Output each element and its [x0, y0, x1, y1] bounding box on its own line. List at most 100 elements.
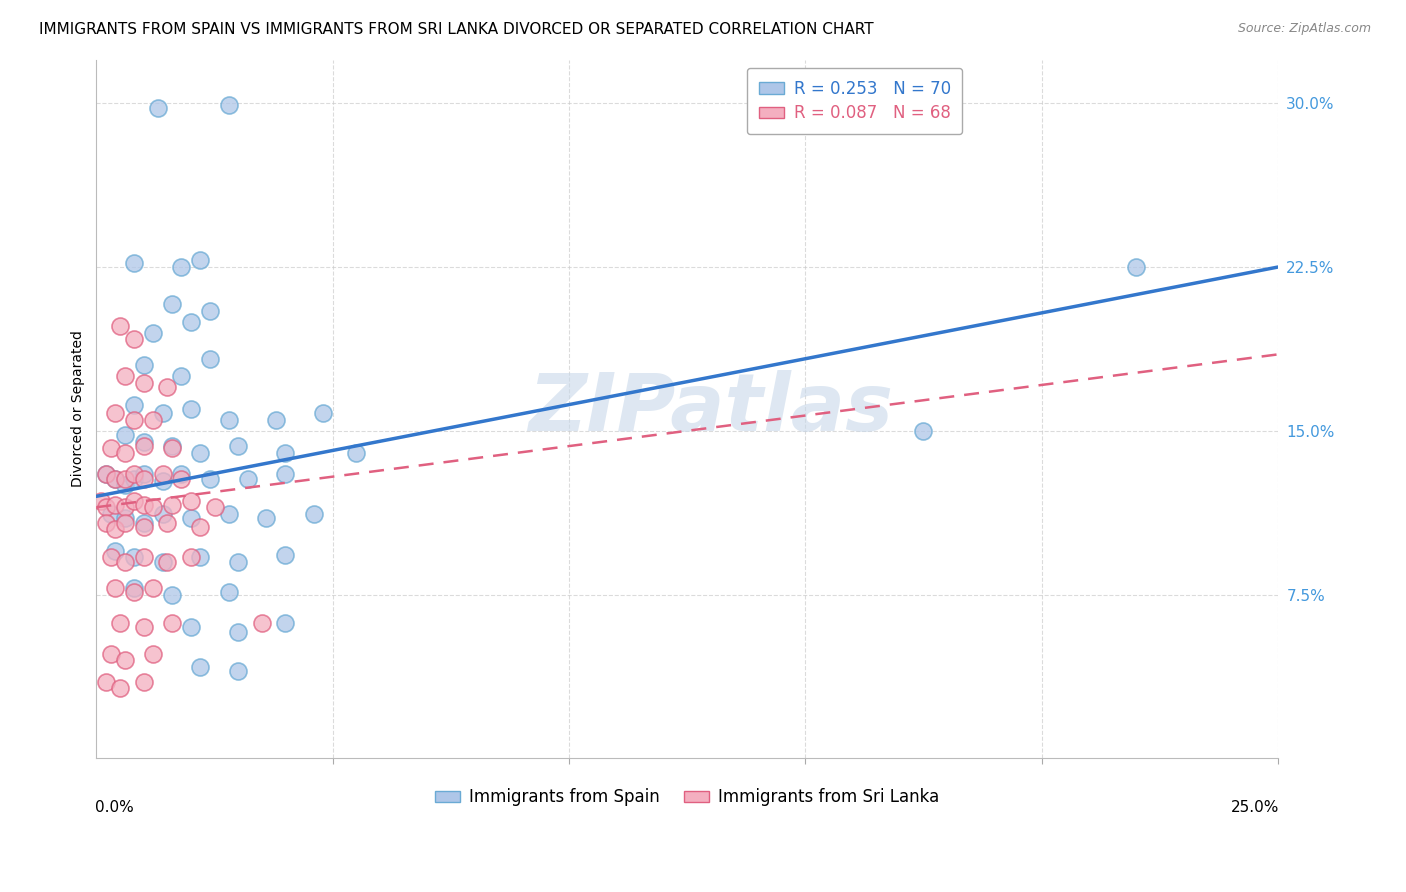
- Point: [160, 442, 183, 456]
- Point: [198, 351, 221, 366]
- Point: [226, 624, 249, 639]
- Point: [90, 493, 112, 508]
- Point: [152, 507, 174, 521]
- Point: [114, 653, 136, 667]
- Point: [152, 555, 174, 569]
- Point: [122, 332, 145, 346]
- Point: [132, 620, 155, 634]
- Point: [132, 434, 155, 449]
- Point: [188, 550, 211, 565]
- Point: [108, 615, 131, 630]
- Point: [160, 615, 183, 630]
- Point: [122, 493, 145, 508]
- Point: [156, 516, 179, 530]
- Point: [132, 550, 155, 565]
- Point: [198, 303, 221, 318]
- Point: [180, 511, 202, 525]
- Point: [156, 555, 179, 569]
- Point: [132, 439, 155, 453]
- Point: [180, 550, 202, 565]
- Point: [142, 647, 165, 661]
- Point: [108, 318, 131, 333]
- Point: [122, 255, 145, 269]
- Point: [94, 674, 117, 689]
- Point: [256, 511, 278, 525]
- Point: [218, 585, 240, 599]
- Point: [180, 401, 202, 416]
- Point: [122, 413, 145, 427]
- Point: [264, 413, 287, 427]
- Point: [160, 439, 183, 453]
- Point: [236, 472, 259, 486]
- Point: [160, 498, 183, 512]
- Point: [170, 369, 193, 384]
- Point: [114, 478, 136, 492]
- Point: [122, 550, 145, 565]
- Text: ZIPatlas: ZIPatlas: [529, 370, 893, 448]
- Point: [114, 516, 136, 530]
- Point: [142, 413, 165, 427]
- Point: [218, 413, 240, 427]
- Point: [188, 520, 211, 534]
- Point: [226, 664, 249, 678]
- Point: [180, 493, 202, 508]
- Point: [218, 98, 240, 112]
- Text: 25.0%: 25.0%: [1230, 800, 1279, 815]
- Point: [114, 369, 136, 384]
- Point: [100, 507, 122, 521]
- Point: [156, 380, 179, 394]
- Point: [132, 498, 155, 512]
- Point: [94, 516, 117, 530]
- Point: [132, 467, 155, 482]
- Point: [132, 674, 155, 689]
- Point: [302, 507, 325, 521]
- Point: [104, 406, 127, 420]
- Y-axis label: Divorced or Separated: Divorced or Separated: [72, 331, 86, 487]
- Point: [912, 424, 935, 438]
- Point: [188, 253, 211, 268]
- Point: [132, 359, 155, 373]
- Point: [170, 472, 193, 486]
- Point: [142, 326, 165, 340]
- Point: [132, 516, 155, 530]
- Point: [104, 544, 127, 558]
- Point: [152, 474, 174, 488]
- Point: [122, 467, 145, 482]
- Point: [122, 472, 145, 486]
- Point: [114, 445, 136, 459]
- Point: [188, 445, 211, 459]
- Point: [104, 522, 127, 536]
- Point: [114, 428, 136, 442]
- Point: [100, 550, 122, 565]
- Point: [114, 500, 136, 515]
- Point: [104, 581, 127, 595]
- Point: [218, 507, 240, 521]
- Point: [160, 297, 183, 311]
- Point: [204, 500, 226, 515]
- Point: [132, 472, 155, 486]
- Point: [250, 615, 273, 630]
- Point: [226, 555, 249, 569]
- Text: Source: ZipAtlas.com: Source: ZipAtlas.com: [1237, 22, 1371, 36]
- Point: [226, 439, 249, 453]
- Point: [114, 511, 136, 525]
- Point: [114, 472, 136, 486]
- Point: [108, 681, 131, 696]
- Point: [170, 467, 193, 482]
- Point: [122, 585, 145, 599]
- Point: [274, 615, 297, 630]
- Point: [132, 520, 155, 534]
- Point: [274, 445, 297, 459]
- Point: [170, 260, 193, 274]
- Point: [104, 498, 127, 512]
- Point: [180, 620, 202, 634]
- Point: [274, 549, 297, 563]
- Point: [94, 500, 117, 515]
- Text: 0.0%: 0.0%: [96, 800, 134, 815]
- Legend: Immigrants from Spain, Immigrants from Sri Lanka: Immigrants from Spain, Immigrants from S…: [429, 781, 946, 813]
- Point: [274, 467, 297, 482]
- Point: [180, 315, 202, 329]
- Point: [146, 101, 169, 115]
- Point: [104, 472, 127, 486]
- Point: [94, 467, 117, 482]
